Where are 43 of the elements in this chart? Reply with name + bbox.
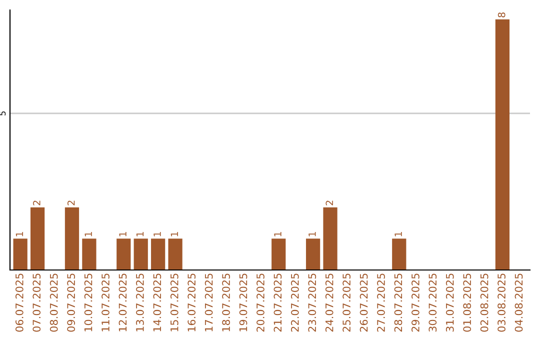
- data-label: 2: [326, 200, 333, 206]
- x-tick-label: 25.07.2025: [342, 274, 351, 332]
- x-tick-label: 11.07.2025: [102, 274, 110, 332]
- x-tick-label: 15.07.2025: [170, 274, 178, 332]
- x-tick-label: 18.07.2025: [222, 274, 230, 332]
- data-label: 2: [67, 200, 75, 206]
- data-label: 2: [33, 200, 40, 206]
- x-tick-label: 07.07.2025: [32, 274, 41, 332]
- data-label: 1: [308, 232, 316, 236]
- data-label: 1: [136, 232, 144, 236]
- x-tick-label: 21.07.2025: [274, 274, 282, 332]
- x-tick-label: 06.07.2025: [15, 274, 24, 332]
- x-tick-label: 03.08.2025: [498, 274, 506, 332]
- x-tick-label: 22.07.2025: [290, 274, 299, 332]
- x-tick-label: 28.07.2025: [394, 274, 402, 332]
- x-tick-label: 17.07.2025: [204, 274, 213, 332]
- x-tick-label: 04.08.2025: [514, 274, 523, 332]
- x-tick-label: 30.07.2025: [428, 274, 437, 332]
- x-tick-label: 10.07.2025: [84, 274, 92, 332]
- data-label: 1: [274, 232, 282, 236]
- data-label: 1: [170, 232, 178, 236]
- x-tick-label: 12.07.2025: [118, 274, 127, 332]
- x-tick-label: 24.07.2025: [325, 274, 334, 332]
- x-tick-label: 27.07.2025: [377, 274, 385, 332]
- x-tick-label: 31.07.2025: [446, 274, 454, 332]
- data-label: 1: [154, 232, 161, 236]
- x-tick-label: 14.07.2025: [153, 274, 162, 332]
- data-label: 1: [394, 232, 402, 236]
- data-label: 1: [84, 232, 92, 236]
- x-tick-label: 29.07.2025: [412, 274, 420, 332]
- data-label: 8: [498, 12, 506, 18]
- x-tick-label: 19.07.2025: [239, 274, 248, 332]
- x-tick-label: 01.08.2025: [463, 274, 472, 332]
- data-label: 1: [119, 232, 126, 236]
- x-tick-label: 20.07.2025: [256, 274, 264, 332]
- x-tick-label: 02.08.2025: [480, 274, 488, 332]
- x-tick-label: 13.07.2025: [136, 274, 144, 332]
- x-tick-label: 23.07.2025: [308, 274, 316, 332]
- x-tick-label: 08.07.2025: [50, 274, 58, 332]
- data-label: 1: [16, 232, 24, 236]
- x-tick-label: 16.07.2025: [188, 274, 196, 332]
- x-tick-label: 26.07.2025: [360, 274, 368, 332]
- x-tick-label: 09.07.2025: [67, 274, 76, 332]
